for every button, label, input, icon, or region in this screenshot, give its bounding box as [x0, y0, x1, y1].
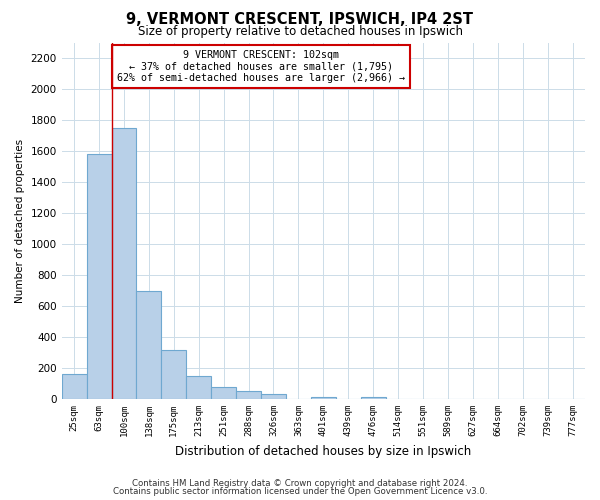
Bar	[211, 388, 236, 399]
Bar	[161, 350, 186, 399]
Bar	[62, 374, 86, 399]
Bar	[261, 394, 286, 399]
X-axis label: Distribution of detached houses by size in Ipswich: Distribution of detached houses by size …	[175, 444, 472, 458]
Bar	[136, 290, 161, 399]
Bar	[361, 396, 386, 399]
Text: Contains public sector information licensed under the Open Government Licence v3: Contains public sector information licen…	[113, 487, 487, 496]
Text: Size of property relative to detached houses in Ipswich: Size of property relative to detached ho…	[137, 25, 463, 38]
Y-axis label: Number of detached properties: Number of detached properties	[15, 138, 25, 303]
Bar	[86, 154, 112, 399]
Bar	[186, 376, 211, 399]
Text: Contains HM Land Registry data © Crown copyright and database right 2024.: Contains HM Land Registry data © Crown c…	[132, 478, 468, 488]
Bar	[236, 392, 261, 399]
Text: 9 VERMONT CRESCENT: 102sqm
← 37% of detached houses are smaller (1,795)
62% of s: 9 VERMONT CRESCENT: 102sqm ← 37% of deta…	[116, 50, 404, 83]
Bar	[311, 396, 336, 399]
Text: 9, VERMONT CRESCENT, IPSWICH, IP4 2ST: 9, VERMONT CRESCENT, IPSWICH, IP4 2ST	[127, 12, 473, 28]
Bar	[112, 128, 136, 399]
